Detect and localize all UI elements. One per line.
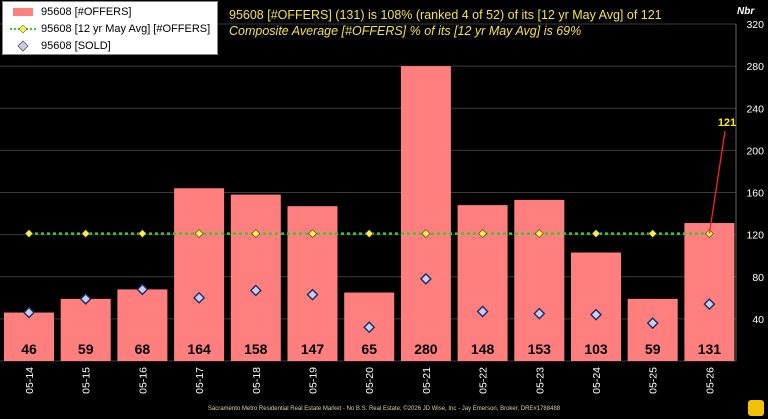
bar [457,205,508,361]
x-tick-label: 05-17 [194,367,206,394]
footer-credit: Sacramento Metro Residential Real Estate… [207,406,561,412]
avg-marker [137,229,147,238]
diamond-icon [17,40,29,52]
legend-label-avg: 95608 [12 yr May Avg] [#OFFERS] [41,23,211,35]
avg-marker [364,229,374,238]
x-tick-label: 05-21 [421,367,433,394]
bar-labels: 46 59 68 164 158 147 65 280 148 153 103 59 131 [21,341,721,357]
x-axis-ticks: 05-14 05-15 05-16 05-17 05-18 05-19 05-20 05-21… [24,367,716,394]
bar [627,298,678,361]
bars-series [4,66,735,361]
bar-value-label: 164 [187,341,211,357]
sold-marker [703,298,716,311]
x-tick-label: 05-23 [534,367,546,394]
x-tick-label: 05-25 [648,367,660,394]
legend-label-sold: 95608 [SOLD] [41,40,111,52]
bar [174,188,225,361]
avg-marker [591,229,601,238]
sold-series [23,272,716,334]
bar-value-label: 103 [584,341,608,357]
x-tick-label: 05-20 [364,367,376,394]
y-tick-label: 320 [746,19,764,31]
bar-value-label: 153 [528,341,552,357]
bar [684,223,735,361]
callout: 121 [708,117,736,234]
y-tick-label: 280 [746,61,764,73]
y-tick-label: 240 [746,103,764,115]
sold-marker [476,305,489,318]
bar [514,199,565,361]
sold-marker [363,321,376,334]
sold-marker [249,284,262,297]
sold-marker [136,283,149,296]
sold-marker [23,306,35,319]
avg-marker [534,229,544,238]
avg-marker [478,229,488,238]
header-line-2: Composite Average [#OFFERS] % of its [12… [229,24,582,38]
bar [4,312,54,361]
bar [400,66,451,361]
y-tick-label: 80 [752,272,764,284]
sold-marker [193,291,206,304]
logo-icon [748,400,764,416]
bar-value-label: 46 [21,341,37,357]
bar-value-label: 68 [135,341,151,357]
bar-swatch-icon [13,8,33,16]
x-tick-label: 05-24 [591,367,603,394]
sold-marker [306,288,319,301]
avg-marker [648,229,658,238]
callout-label: 121 [718,117,736,129]
sold-marker [646,317,659,330]
bar [117,289,168,361]
bar-value-label: 147 [301,341,325,357]
x-tick-label: 05-19 [308,367,320,394]
x-tick-label: 05-26 [704,367,716,394]
bar-value-label: 158 [244,341,268,357]
callout-line [708,130,726,234]
bar [60,298,111,361]
sold-marker [533,307,546,320]
dotted-line-diamond-icon [10,24,36,34]
bar-value-label: 59 [78,341,94,357]
x-tick-label: 05-22 [478,367,490,394]
bar [230,194,281,361]
bar-value-label: 65 [361,341,377,357]
avg-marker [24,229,34,238]
avg-marker [421,229,431,238]
y-tick-label: 40 [752,314,764,326]
x-tick-label: 05-14 [24,367,36,394]
sold-marker [590,308,602,321]
y-tick-label: 160 [746,188,764,200]
avg-marker [308,229,317,238]
legend: 95608 [#OFFERS] 95608 [12 yr May Avg] [#… [2,1,218,55]
x-tick-label: 05-18 [251,367,263,394]
y-tick-label: 200 [746,145,764,157]
bar-value-label: 280 [414,341,438,357]
bar-value-label: 131 [698,341,722,357]
y-axis-ticks: 40 80 120 160 200 240 280 320 [746,19,764,326]
bar [571,252,621,361]
x-tick-label: 05-16 [137,367,149,394]
avg-marker [194,229,204,238]
legend-label-offers: 95608 [#OFFERS] [41,6,132,18]
y-axis-unit: Nbr [737,6,755,17]
avg-marker [251,229,261,238]
sold-marker [79,292,92,305]
x-tick-label: 05-15 [81,367,93,394]
bar-value-label: 148 [471,341,495,357]
avg-line-series [24,229,714,238]
y-tick-label: 120 [746,230,764,242]
sold-marker [419,272,432,285]
avg-marker [81,229,91,238]
header-line-1: 95608 [#OFFERS] (131) is 108% (ranked 4 … [229,8,662,22]
bar-value-label: 59 [645,341,661,357]
